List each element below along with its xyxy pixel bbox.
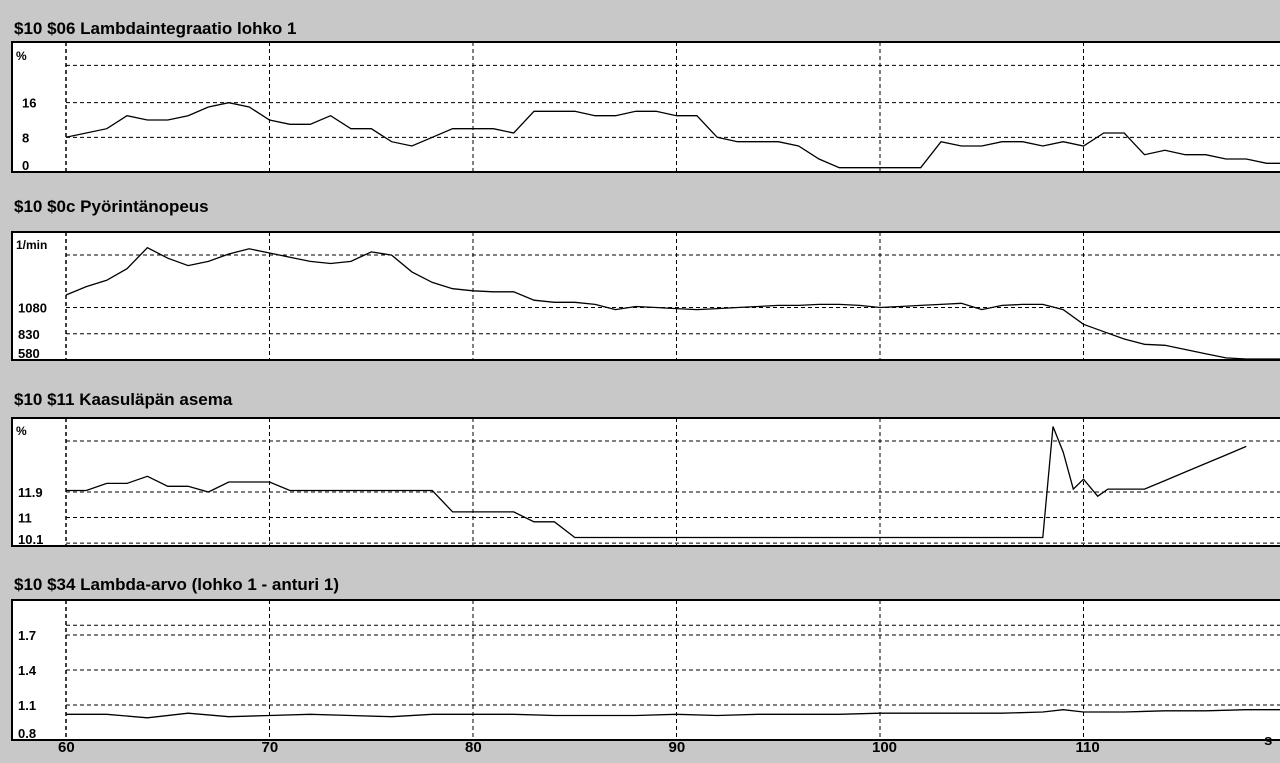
x-tick-label: 60: [58, 739, 75, 756]
chart-panel-3: $10 $11 Kaasuläpän asema% 11.9 11 10.1: [11, 390, 1280, 547]
y-tick-label: 11: [18, 511, 32, 526]
plot-area: [11, 41, 1280, 173]
chart-panel-2: $10 $0c Pyörintänopeus 1/min 1080 830 580: [11, 197, 1280, 361]
x-tick-label: 110: [1076, 739, 1100, 756]
x-tick-label: 80: [465, 739, 482, 756]
x-unit-label: s: [1264, 732, 1272, 749]
series-line: [66, 709, 1280, 719]
chart-panel-4: $10 $34 Lambda-arvo (lohko 1 - anturi 1)…: [11, 575, 1280, 756]
series-line: [66, 426, 1247, 539]
y-tick-label: 11.9: [18, 485, 43, 500]
y-tick-label: 1.4: [18, 663, 37, 678]
chart-title: $10 $34 Lambda-arvo (lohko 1 - anturi 1): [14, 575, 339, 594]
series-line: [65, 102, 1280, 169]
unit-label: %: [16, 49, 27, 63]
unit-label: %: [16, 424, 27, 438]
y-tick-label: 0: [22, 158, 29, 173]
y-tick-label: 16: [22, 96, 36, 111]
y-tick-label: 10.1: [18, 532, 43, 547]
y-tick-label: 830: [18, 327, 40, 342]
x-tick-label: 90: [669, 739, 686, 756]
chart-panel-1: $10 $06 Lambdaintegraatio lohko 1% 16 8 0: [11, 19, 1280, 173]
y-tick-label: 8: [22, 130, 29, 145]
unit-label: 1/min: [16, 238, 47, 252]
chart-title: $10 $06 Lambdaintegraatio lohko 1: [14, 19, 296, 38]
x-tick-label: 100: [872, 739, 897, 756]
y-tick-label: 1.1: [18, 698, 36, 713]
y-tick-label: 1.7: [18, 628, 36, 643]
chart-title: $10 $0c Pyörintänopeus: [14, 197, 209, 216]
chart-title: $10 $11 Kaasuläpän asema: [14, 390, 233, 409]
plot-area: [11, 231, 1280, 361]
series-line: [65, 246, 1280, 360]
y-tick-label: 1080: [18, 301, 47, 316]
plot-area: [11, 417, 1280, 547]
y-tick-label: 580: [18, 346, 40, 361]
y-tick-label: 0.8: [18, 726, 36, 741]
x-tick-label: 70: [262, 739, 279, 756]
